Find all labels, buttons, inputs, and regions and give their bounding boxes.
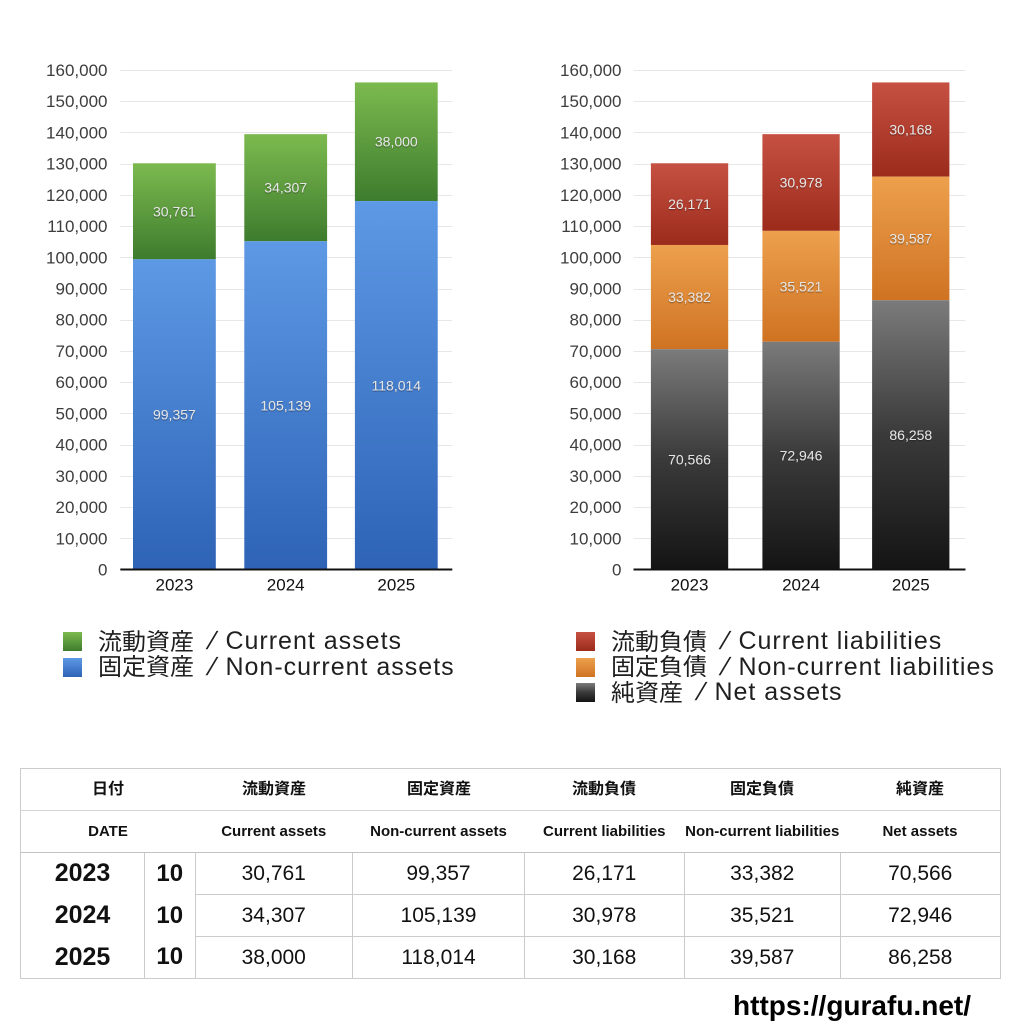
svg-text:10,000: 10,000 [570,529,622,548]
svg-text:70,000: 70,000 [570,342,622,361]
svg-text:30,000: 30,000 [570,467,622,486]
svg-text:30,168: 30,168 [889,122,932,138]
svg-text:160,000: 160,000 [560,61,621,80]
svg-text:100,000: 100,000 [560,248,621,267]
svg-text:140,000: 140,000 [46,123,107,142]
svg-text:40,000: 40,000 [56,436,108,455]
svg-text:100,000: 100,000 [46,248,107,267]
svg-text:50,000: 50,000 [56,404,108,423]
svg-text:30,978: 30,978 [780,175,823,191]
svg-text:50,000: 50,000 [570,404,622,423]
svg-text:30,761: 30,761 [153,203,196,219]
svg-text:80,000: 80,000 [570,311,622,330]
svg-text:38,000: 38,000 [375,134,418,150]
svg-text:70,000: 70,000 [56,342,108,361]
svg-text:10,000: 10,000 [56,529,108,548]
svg-text:39,587: 39,587 [889,230,932,246]
svg-text:40,000: 40,000 [570,436,622,455]
svg-text:120,000: 120,000 [46,186,107,205]
svg-text:2024: 2024 [267,576,305,595]
svg-text:118,014: 118,014 [372,377,422,393]
svg-text:2025: 2025 [377,576,415,595]
svg-text:34,307: 34,307 [264,180,307,196]
svg-text:72,946: 72,946 [780,448,823,464]
svg-text:2023: 2023 [671,576,709,595]
svg-text:2024: 2024 [782,576,820,595]
svg-text:0: 0 [612,561,621,580]
svg-text:86,258: 86,258 [889,427,932,443]
svg-text:70,566: 70,566 [668,451,711,467]
svg-text:120,000: 120,000 [560,186,621,205]
svg-text:90,000: 90,000 [56,280,108,299]
svg-text:160,000: 160,000 [46,61,107,80]
svg-text:20,000: 20,000 [56,498,108,517]
svg-text:150,000: 150,000 [560,92,621,111]
svg-text:33,382: 33,382 [668,289,711,305]
svg-text:20,000: 20,000 [570,498,622,517]
svg-text:0: 0 [98,561,107,580]
svg-text:110,000: 110,000 [561,217,621,236]
svg-text:30,000: 30,000 [56,467,108,486]
svg-text:35,521: 35,521 [780,278,823,294]
svg-text:60,000: 60,000 [56,373,108,392]
svg-text:110,000: 110,000 [47,217,107,236]
svg-text:90,000: 90,000 [570,280,622,299]
svg-text:130,000: 130,000 [46,155,107,174]
svg-text:150,000: 150,000 [46,92,107,111]
svg-text:2023: 2023 [155,576,193,595]
svg-text:2025: 2025 [892,576,930,595]
svg-text:80,000: 80,000 [56,311,108,330]
svg-text:26,171: 26,171 [668,196,711,212]
svg-text:130,000: 130,000 [560,155,621,174]
svg-text:60,000: 60,000 [570,373,622,392]
svg-text:105,139: 105,139 [260,397,311,413]
svg-text:140,000: 140,000 [560,123,621,142]
svg-text:99,357: 99,357 [153,406,196,422]
